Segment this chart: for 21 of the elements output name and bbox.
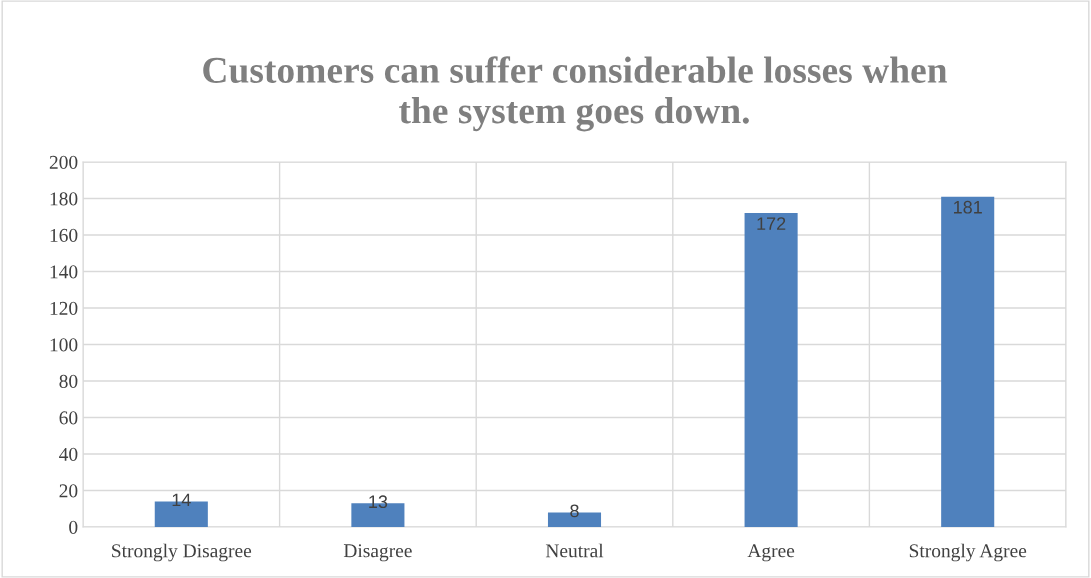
y-tick-label: 160 [50, 228, 78, 242]
x-tick-label: Agree [747, 544, 795, 562]
y-tick-label: 80 [59, 374, 78, 388]
y-tick-label: 180 [50, 192, 78, 206]
x-tick-label: Neutral [545, 543, 604, 558]
chart-title: Customers can suffer considerable losses when the system goes down. [203, 56, 948, 132]
bar [941, 196, 995, 527]
y-tick-label: 140 [50, 265, 78, 279]
y-tick-label: 20 [59, 484, 78, 498]
x-tick-label: Strongly Agree [909, 543, 1027, 562]
data-label: 181 [954, 200, 982, 214]
y-tick-label: 120 [50, 301, 78, 315]
x-tick-label: Disagree [343, 544, 412, 562]
y-tick-label: 0 [69, 520, 78, 534]
x-tick-label: Strongly Disagree [112, 543, 252, 562]
y-tick-label: 200 [49, 155, 78, 169]
data-label: 172 [757, 217, 786, 230]
y-tick-label: 40 [59, 447, 78, 461]
y-tick-label: 100 [50, 338, 78, 352]
bar [744, 213, 798, 527]
y-tick-label: 60 [59, 411, 78, 425]
